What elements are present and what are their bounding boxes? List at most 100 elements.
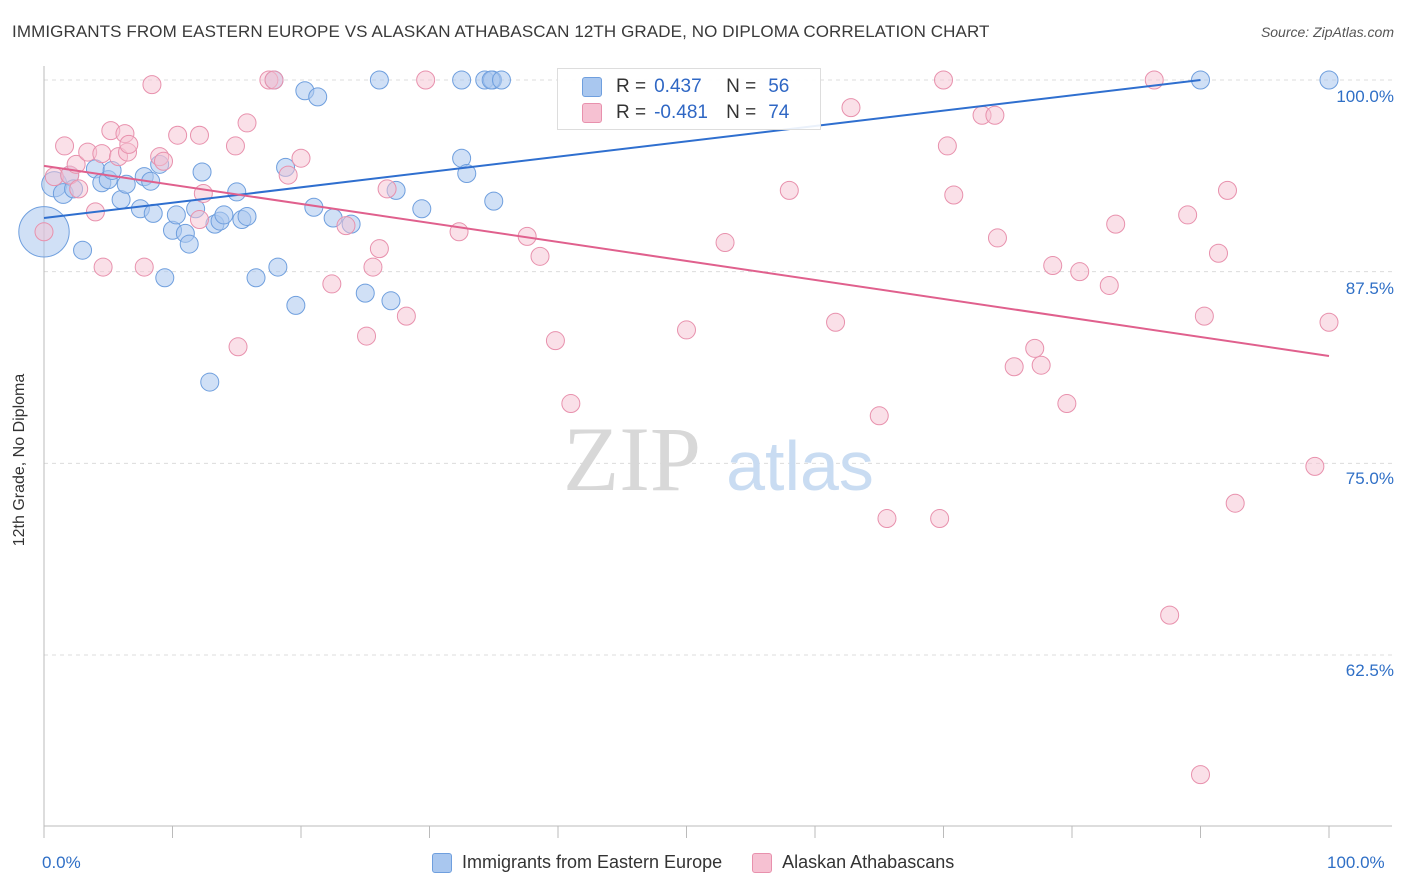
data-point — [484, 191, 504, 211]
trend-line-athabascan — [43, 164, 1330, 357]
data-point — [381, 291, 401, 311]
data-point — [1178, 205, 1198, 225]
y-axis-label: 12th Grade, No Diploma — [11, 373, 28, 547]
watermark-atlas: atlas — [726, 427, 874, 505]
data-point — [168, 125, 188, 145]
data-point — [92, 144, 112, 164]
data-point — [1070, 262, 1090, 282]
data-point — [225, 136, 245, 156]
data-point — [73, 240, 93, 260]
data-point — [357, 326, 377, 346]
legend-swatch-pink — [752, 852, 773, 873]
data-point — [491, 70, 511, 90]
data-point — [1025, 338, 1045, 358]
data-point — [34, 222, 54, 242]
data-point — [1217, 180, 1237, 200]
data-point — [677, 320, 696, 340]
data-point — [55, 136, 75, 156]
data-point — [545, 331, 565, 351]
legend-item-athabascan: Alaskan Athabascans — [752, 852, 954, 873]
data-point — [377, 179, 397, 199]
data-point — [154, 151, 174, 171]
data-point — [214, 205, 234, 225]
data-point — [228, 337, 248, 357]
data-point — [369, 239, 389, 259]
legend-swatch-pink — [582, 103, 602, 123]
source-label: Source: ZipAtlas.com — [1260, 24, 1394, 40]
data-point — [1305, 456, 1325, 476]
data-point — [142, 75, 162, 95]
data-point — [412, 199, 432, 219]
data-point — [134, 257, 154, 277]
data-point — [1106, 214, 1126, 234]
data-point — [1319, 70, 1339, 90]
data-point — [715, 233, 735, 253]
data-point — [1225, 493, 1245, 513]
data-point — [179, 234, 199, 254]
data-point — [1319, 312, 1339, 332]
data-point — [826, 312, 846, 332]
data-point — [1099, 275, 1119, 295]
y-tick-label: 62.5% — [1345, 661, 1394, 680]
legend-n-label: N = — [726, 76, 757, 97]
data-point — [1057, 394, 1077, 414]
data-point — [227, 182, 247, 202]
series-athabascan-points — [34, 70, 1339, 785]
legend-r-label: R = — [616, 76, 647, 97]
data-point — [877, 509, 897, 529]
data-point — [237, 113, 257, 133]
legend-swatch-blue — [432, 852, 452, 873]
data-point — [189, 125, 209, 145]
data-point — [363, 257, 383, 277]
legend-n-value: 56 — [768, 76, 790, 97]
x-tick-label-min: 0.0% — [42, 853, 81, 872]
data-point — [93, 257, 113, 277]
data-point — [937, 136, 957, 156]
data-point — [369, 70, 389, 90]
data-point — [985, 105, 1005, 125]
legend-r-value: -0.481 — [654, 102, 708, 123]
x-tick-label-max: 100.0% — [1327, 853, 1385, 872]
data-point — [1043, 256, 1063, 276]
watermark-zip: ZIP — [563, 408, 701, 510]
data-point — [841, 98, 861, 118]
data-point — [416, 70, 436, 90]
data-point — [987, 228, 1007, 248]
data-point — [944, 185, 964, 205]
legend-r-value: 0.437 — [654, 76, 702, 97]
chart-title: IMMIGRANTS FROM EASTERN EUROPE VS ALASKA… — [12, 22, 990, 41]
data-point — [278, 165, 298, 185]
legend-n-label: N = — [726, 102, 757, 123]
data-point — [1160, 605, 1180, 625]
data-point — [286, 295, 306, 315]
data-point — [237, 206, 257, 226]
data-point — [69, 179, 89, 199]
data-point — [189, 210, 209, 230]
correlation-legend: R = 0.437 N = 56 R = -0.481 N = 74 — [557, 68, 821, 130]
data-point — [1194, 306, 1214, 326]
legend-row-pink: R = -0.481 N = 74 — [582, 101, 789, 125]
data-point — [291, 148, 311, 168]
axes — [43, 66, 1392, 838]
legend-label: Immigrants from Eastern Europe — [462, 852, 723, 872]
grid-lines — [44, 79, 1392, 656]
data-point — [530, 246, 550, 266]
data-point — [561, 394, 581, 414]
trend-lines — [43, 79, 1330, 357]
data-point — [1208, 243, 1228, 263]
data-point — [192, 162, 212, 182]
data-point — [1004, 357, 1024, 377]
data-point — [322, 274, 342, 294]
legend-r-label: R = — [616, 102, 647, 123]
data-point — [779, 180, 799, 200]
data-point — [308, 87, 328, 107]
data-point — [119, 134, 139, 154]
data-point — [166, 205, 186, 225]
legend-swatch-blue — [582, 77, 602, 97]
series-legend: Immigrants from Eastern Europe Alaskan A… — [432, 852, 984, 873]
data-point — [66, 154, 86, 174]
data-point — [452, 70, 472, 90]
legend-item-eastern-europe: Immigrants from Eastern Europe — [432, 852, 722, 873]
legend-n-value: 74 — [768, 102, 790, 123]
